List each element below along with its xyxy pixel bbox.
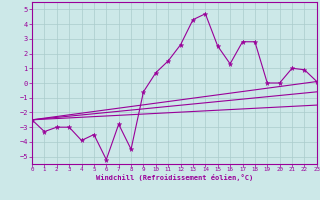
X-axis label: Windchill (Refroidissement éolien,°C): Windchill (Refroidissement éolien,°C): [96, 174, 253, 181]
